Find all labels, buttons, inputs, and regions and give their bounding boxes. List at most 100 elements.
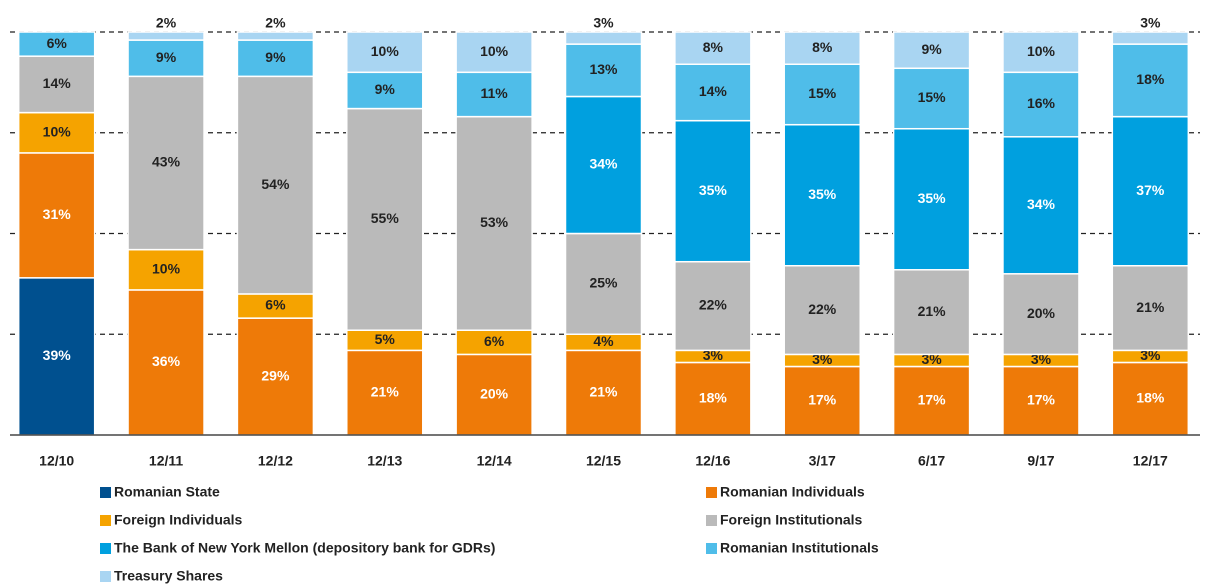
bar-segment xyxy=(127,31,205,41)
bar-segment xyxy=(1002,365,1080,436)
bar-segment xyxy=(1111,43,1190,118)
data-label: 34% xyxy=(1027,196,1056,212)
data-label: 29% xyxy=(261,367,290,383)
bar-segment xyxy=(346,71,424,110)
data-label: 9% xyxy=(375,81,396,97)
bar-segment xyxy=(17,152,96,279)
data-label: 17% xyxy=(1027,391,1056,407)
legend-label: Romanian Institutionals xyxy=(720,540,879,556)
bar-segment xyxy=(783,123,861,267)
legend-swatch xyxy=(100,515,111,526)
data-label: 35% xyxy=(699,182,728,198)
data-label: 10% xyxy=(43,123,72,139)
data-label: 8% xyxy=(812,39,833,55)
data-label: 13% xyxy=(589,61,618,77)
legend-swatch xyxy=(706,515,717,526)
legend-label: Romanian State xyxy=(114,484,220,500)
data-label: 10% xyxy=(371,43,400,59)
bar-segment xyxy=(127,75,205,251)
data-label: 18% xyxy=(699,389,728,405)
legend-swatch xyxy=(706,487,717,498)
x-tick-label: 12/10 xyxy=(39,453,74,469)
bar-segment xyxy=(564,31,643,45)
x-tick-label: 12/16 xyxy=(695,453,730,469)
bar-segment xyxy=(564,95,643,235)
data-label: 4% xyxy=(593,333,614,349)
data-label: 10% xyxy=(480,43,509,59)
x-tick-label: 12/11 xyxy=(149,453,183,469)
data-label: 35% xyxy=(918,190,947,206)
bar-segment xyxy=(17,277,96,436)
data-label: 17% xyxy=(808,391,837,407)
data-label: 22% xyxy=(699,297,728,313)
data-label: 34% xyxy=(589,156,618,172)
bar-segment xyxy=(564,349,643,436)
data-label: 10% xyxy=(1027,43,1056,59)
data-label: 8% xyxy=(703,39,724,55)
bar-segment xyxy=(236,75,315,295)
bar-segment xyxy=(674,260,752,352)
legend-swatch xyxy=(100,571,111,582)
data-label: 53% xyxy=(480,214,509,230)
x-tick-label: 6/17 xyxy=(918,453,945,469)
legend-label: Foreign Individuals xyxy=(114,512,243,528)
bar-segment xyxy=(346,107,424,331)
bar-segment xyxy=(455,353,533,436)
data-label: 10% xyxy=(152,260,181,276)
data-label: 18% xyxy=(1136,389,1165,405)
bar-segment xyxy=(127,39,205,78)
bar-segment xyxy=(892,127,971,271)
bar-segment xyxy=(1111,115,1190,267)
bar-segment xyxy=(1111,264,1190,352)
bar-segment xyxy=(236,31,315,41)
data-label: 37% xyxy=(1136,182,1165,198)
data-label: 54% xyxy=(261,176,290,192)
data-label: 21% xyxy=(589,383,618,399)
bar-segment xyxy=(455,71,533,118)
data-label: 15% xyxy=(918,89,947,105)
data-label: 43% xyxy=(152,154,181,170)
data-label: 16% xyxy=(1027,95,1056,111)
x-tick-label: 12/17 xyxy=(1133,453,1168,469)
bar-segment xyxy=(127,289,205,436)
bar-segment xyxy=(1111,361,1190,436)
data-label: 9% xyxy=(921,41,942,57)
data-label: 22% xyxy=(808,301,837,317)
bar-segment xyxy=(1002,31,1080,74)
legend-label: Treasury Shares xyxy=(114,568,223,584)
data-label: 21% xyxy=(1136,299,1165,315)
legend-swatch xyxy=(100,487,111,498)
data-label: 55% xyxy=(371,210,400,226)
data-label: 20% xyxy=(1027,305,1056,321)
bar-segment xyxy=(236,39,315,78)
legend-label: Foreign Institutionals xyxy=(720,512,863,528)
data-label: 39% xyxy=(43,347,72,363)
data-label: 6% xyxy=(47,35,68,51)
data-label: 6% xyxy=(265,297,286,313)
data-label: 14% xyxy=(43,75,72,91)
bar-segment xyxy=(1002,136,1080,275)
data-label: 9% xyxy=(265,49,286,65)
x-tick-label: 12/15 xyxy=(586,453,621,469)
legend-swatch xyxy=(706,543,717,554)
bar-segment xyxy=(674,63,752,122)
legend-label: The Bank of New York Mellon (depository … xyxy=(114,540,495,556)
x-tick-label: 9/17 xyxy=(1027,453,1054,469)
bar-segment xyxy=(674,361,752,436)
x-tick-label: 12/14 xyxy=(477,453,512,469)
bar-segment xyxy=(17,31,96,57)
data-label: 6% xyxy=(484,333,505,349)
data-label: 35% xyxy=(808,186,837,202)
bar-segment xyxy=(455,115,533,331)
bar-segment xyxy=(783,365,861,436)
data-label: 14% xyxy=(699,83,728,99)
x-tick-label: 12/12 xyxy=(258,453,293,469)
bar-segment xyxy=(1002,273,1080,356)
x-tick-label: 3/17 xyxy=(809,453,836,469)
bar-segment xyxy=(783,264,861,356)
bar-segment xyxy=(892,365,971,436)
bar-segment xyxy=(783,31,861,65)
data-label: 21% xyxy=(918,303,947,319)
data-label: 11% xyxy=(481,85,509,101)
